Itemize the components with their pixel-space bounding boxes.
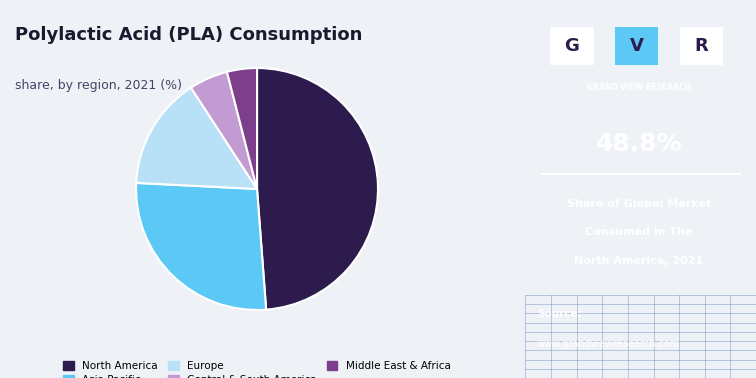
Text: GRAND VIEW RESEARCH: GRAND VIEW RESEARCH: [587, 83, 691, 92]
Text: Consumed in The: Consumed in The: [585, 228, 692, 237]
Text: G: G: [565, 37, 579, 55]
Text: Share of Global Market: Share of Global Market: [567, 199, 711, 209]
FancyBboxPatch shape: [680, 27, 723, 65]
Wedge shape: [136, 183, 266, 310]
FancyBboxPatch shape: [615, 27, 658, 65]
Wedge shape: [191, 72, 257, 189]
Wedge shape: [136, 88, 257, 189]
Text: 48.8%: 48.8%: [596, 132, 682, 156]
Text: Polylactic Acid (PLA) Consumption: Polylactic Acid (PLA) Consumption: [15, 26, 362, 45]
Text: North America, 2021: North America, 2021: [574, 256, 704, 266]
Text: www.grandviewresearch.com: www.grandviewresearch.com: [537, 339, 680, 349]
Wedge shape: [257, 68, 378, 310]
FancyBboxPatch shape: [550, 27, 593, 65]
Text: V: V: [630, 37, 644, 55]
Wedge shape: [227, 68, 257, 189]
Legend: North America, Asia Pacific, Europe, Central & South America, Middle East & Afri: North America, Asia Pacific, Europe, Cen…: [59, 356, 455, 378]
Text: share, by region, 2021 (%): share, by region, 2021 (%): [15, 79, 182, 92]
Text: Source:: Source:: [537, 309, 581, 319]
Text: R: R: [695, 37, 708, 55]
